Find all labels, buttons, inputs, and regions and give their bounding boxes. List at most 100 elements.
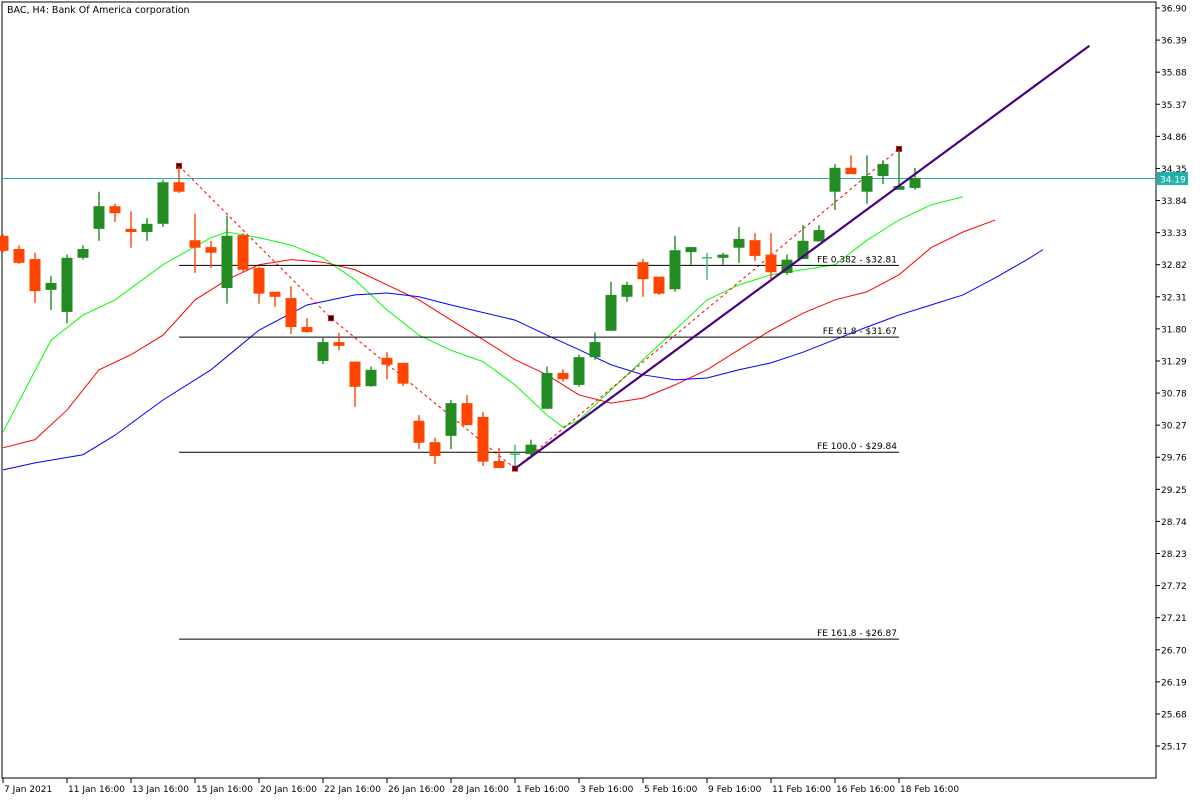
y-tick-label: 29.25 (1161, 486, 1187, 496)
candle-bullish (813, 230, 825, 242)
x-tick-label: 26 Jan 16:00 (388, 785, 445, 795)
fibo-level-label: FE 161.8 - $26.87 (817, 629, 897, 639)
y-tick-label: 33.33 (1161, 229, 1187, 239)
candle-bearish (285, 298, 297, 328)
y-tick-label: 28.74 (1161, 518, 1187, 528)
y-tick-label: 35.88 (1161, 69, 1187, 79)
candle-bearish (765, 254, 777, 273)
y-tick-label: 27.21 (1161, 614, 1187, 624)
y-tick-label: 34.35 (1161, 165, 1187, 175)
x-tick-label: 5 Feb 16:00 (644, 785, 698, 795)
y-tick-label: 26.70 (1161, 646, 1187, 656)
x-tick-label: 11 Jan 16:00 (68, 785, 125, 795)
candle-bullish (589, 342, 601, 358)
candle-bearish (205, 247, 217, 253)
candle-bullish (445, 403, 457, 436)
x-tick-label: 18 Feb 16:00 (900, 785, 959, 795)
candle-bearish (413, 420, 425, 443)
candle-bullish (861, 175, 873, 192)
candle-bullish (685, 247, 697, 253)
candle-bullish (45, 282, 57, 290)
x-tick-label: 28 Jan 16:00 (452, 785, 509, 795)
candle-bullish (893, 186, 905, 190)
candle-bullish (605, 294, 617, 331)
candle-bearish (237, 235, 249, 270)
candle-bearish (381, 357, 393, 365)
candle-bullish (669, 250, 681, 290)
candle-bearish (301, 327, 313, 333)
fibo-level-label: FE 0.382 - $32.81 (817, 255, 897, 265)
candle-bearish (125, 228, 137, 232)
candle-bullish (93, 206, 105, 229)
fibo-expansion-path[interactable] (178, 148, 900, 470)
candle-bearish (637, 262, 649, 280)
current-price-label: 34.19 (1160, 176, 1186, 186)
candle-bearish (173, 182, 185, 192)
candle-bullish (61, 257, 73, 312)
y-tick-label: 34.86 (1161, 133, 1187, 143)
x-tick-label: 9 Feb 16:00 (708, 785, 762, 795)
candle-bullish (877, 164, 889, 176)
y-tick-label: 31.80 (1161, 325, 1187, 335)
y-tick-label: 32.82 (1161, 261, 1187, 271)
candle-bullish (541, 372, 553, 409)
candle-bullish (317, 342, 329, 361)
candle-bullish (525, 444, 537, 455)
fibo-level-label: FE 100.0 - $29.84 (817, 442, 897, 452)
candle-bearish (845, 167, 857, 175)
fibo-level-label: FE 61.8 - $31.67 (823, 327, 897, 337)
x-tick-label: 1 Feb 16:00 (516, 785, 570, 795)
fibo-anchor-handle[interactable] (328, 315, 334, 322)
candle-bullish (77, 248, 89, 258)
candle-bullish (733, 238, 745, 248)
y-tick-label: 35.37 (1161, 101, 1187, 111)
candle-bearish (653, 276, 665, 294)
x-tick-label: 22 Jan 16:00 (324, 785, 381, 795)
current-price-tag (1157, 172, 1188, 186)
plot-frame (1, 1, 1157, 779)
y-tick-label: 36.39 (1161, 37, 1187, 47)
moving-average-fast (2, 196, 964, 433)
candle-bearish (269, 291, 281, 297)
candle-bearish (461, 403, 473, 426)
y-tick-label: 36.90 (1161, 5, 1187, 15)
y-tick-label: 30.27 (1161, 422, 1187, 432)
candle-bearish (29, 259, 41, 292)
y-tick-label: 25.68 (1161, 710, 1187, 720)
candle-bullish (717, 254, 729, 258)
candle-bearish (557, 372, 569, 380)
candle-bearish (349, 361, 361, 387)
moving-average-mid (2, 219, 996, 449)
x-tick-label: 7 Jan 2021 (4, 785, 52, 795)
candle-bullish (621, 284, 633, 297)
y-tick-label: 27.72 (1161, 582, 1187, 592)
y-tick-label: 32.31 (1161, 293, 1187, 303)
y-tick-label: 26.19 (1161, 678, 1187, 688)
candle-bearish (493, 461, 505, 468)
candle-bearish (109, 206, 121, 214)
candle-bullish (221, 235, 233, 288)
candle-bullish (829, 167, 841, 192)
candle-bearish (0, 235, 9, 251)
candle-bullish (141, 223, 153, 232)
candle-bullish (365, 369, 377, 387)
x-tick-label: 15 Jan 16:00 (196, 785, 253, 795)
candle-bullish (909, 177, 921, 188)
y-tick-label: 30.78 (1161, 390, 1187, 400)
y-tick-label: 31.29 (1161, 357, 1187, 367)
candle-bearish (397, 362, 409, 384)
x-tick-label: 11 Feb 16:00 (772, 785, 831, 795)
candle-bullish (797, 240, 809, 260)
y-tick-label: 29.76 (1161, 454, 1187, 464)
candle-bearish (13, 248, 25, 263)
candle-bearish (189, 240, 201, 248)
trendline[interactable] (514, 44, 1091, 470)
x-tick-label: 20 Jan 16:00 (260, 785, 317, 795)
y-tick-label: 28.23 (1161, 550, 1187, 560)
candle-bullish (573, 357, 585, 385)
x-tick-label: 16 Feb 16:00 (836, 785, 895, 795)
candle-bearish (333, 342, 345, 346)
y-tick-label: 33.84 (1161, 197, 1187, 207)
candle-bearish (749, 240, 761, 256)
